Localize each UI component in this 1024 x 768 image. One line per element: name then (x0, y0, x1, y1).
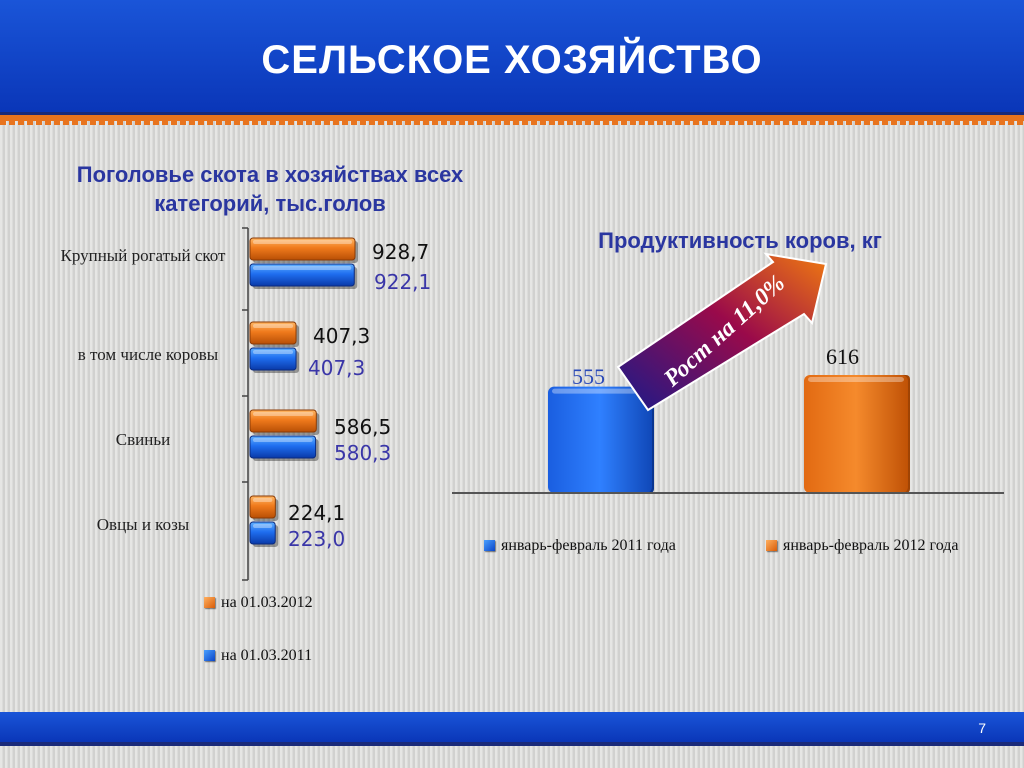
growth-arrow-icon (616, 252, 828, 412)
data-label-2011-sheep: 223,0 (288, 527, 346, 551)
data-label-2011-pigs: 580,3 (334, 441, 392, 465)
legend-label-2012: на 01.03.2012 (221, 594, 313, 611)
productivity-bars (548, 375, 910, 493)
bar-highlight (253, 266, 352, 270)
legend-swatch-orange (204, 597, 215, 608)
bar-2012-3 (249, 409, 317, 433)
category-label-cattle: Крупный рогатый скот (60, 246, 226, 265)
legend-swatch-blue (204, 650, 215, 661)
legend-swatch-blue (484, 540, 495, 551)
bar-highlight (253, 350, 294, 354)
bar-2012-4 (249, 495, 276, 519)
legend-label-productivity-2012: январь-февраль 2012 года (783, 537, 959, 554)
productivity-chart-title: Продуктивность коров, кг (598, 228, 882, 253)
category-label-cows: в том числе коровы (77, 345, 219, 364)
data-label-2011-cows: 407,3 (308, 356, 366, 380)
bar-highlight (253, 498, 273, 502)
data-label-2012-sheep: 224,1 (288, 501, 346, 525)
legend-2012: на 01.03.2012 (204, 594, 313, 612)
bar-2011-1 (249, 263, 355, 287)
bar-highlight (253, 412, 314, 416)
legend-swatch-orange (766, 540, 777, 551)
legend-label-productivity-2011: январь-февраль 2011 года (501, 537, 676, 554)
productivity-bar-1 (548, 386, 652, 493)
livestock-bars (249, 237, 358, 547)
accent-dashed-stripe (0, 121, 1024, 125)
bar-2012-2 (249, 321, 297, 345)
data-label-productivity-2011: 555 (572, 364, 605, 389)
bar-2011-3 (249, 435, 317, 459)
bar-2011-2 (249, 347, 297, 371)
legend-productivity-2011: январь-февраль 2011 года (484, 537, 676, 555)
productivity-bar-2 (804, 375, 908, 493)
bar-highlight (253, 524, 273, 528)
bar-highlight (808, 377, 904, 382)
legend-2011: на 01.03.2011 (204, 647, 312, 665)
legend-label-2011: на 01.03.2011 (221, 647, 313, 664)
footer-underline (0, 742, 1024, 746)
header-bar: СЕЛЬСКОЕ ХОЗЯЙСТВО (0, 0, 1024, 115)
data-label-productivity-2012: 616 (826, 344, 859, 369)
livestock-chart-title: Поголовье скота в хозяйствах всех катего… (76, 162, 464, 216)
category-label-sheep-goats: Овцы и козы (96, 515, 190, 534)
data-label-2012-cows: 407,3 (313, 324, 371, 348)
footer-bar (0, 712, 1024, 742)
bar-highlight (253, 438, 313, 442)
bar-highlight (253, 240, 352, 244)
bar-2011-4 (249, 521, 276, 545)
bar-highlight (552, 388, 648, 394)
category-label-pigs: Свиньи (115, 430, 171, 449)
livestock-axis (242, 227, 249, 581)
bar-2012-1 (249, 237, 356, 261)
data-label-2011-cattle: 922,1 (374, 270, 432, 294)
data-label-2012-cattle: 928,7 (372, 240, 430, 264)
page-number: 7 (978, 720, 986, 736)
data-label-2012-pigs: 586,5 (334, 415, 392, 439)
slide-title: СЕЛЬСКОЕ ХОЗЯЙСТВО (261, 38, 763, 82)
legend-productivity-2012: январь-февраль 2012 года (766, 537, 958, 555)
accent-stripe (0, 115, 1024, 121)
bar-highlight (253, 324, 294, 328)
